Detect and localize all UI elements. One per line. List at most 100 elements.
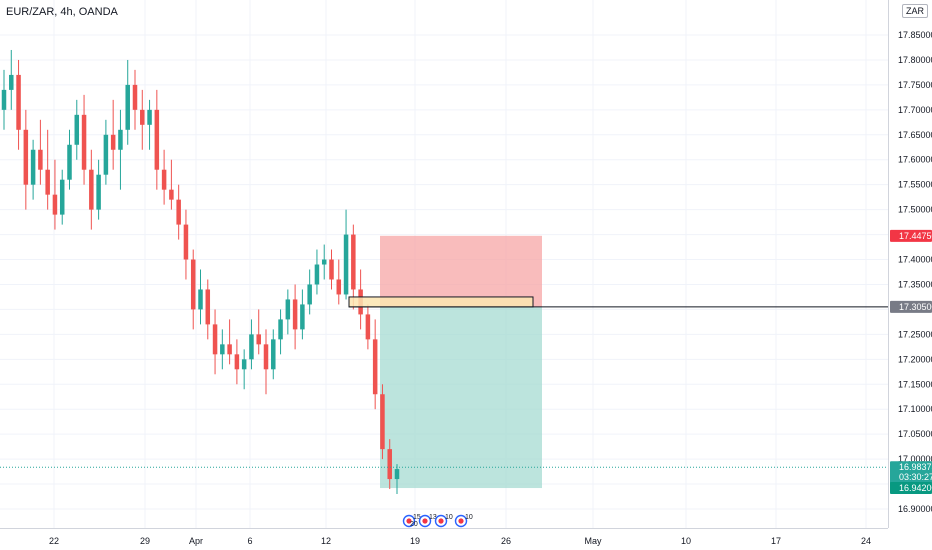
candle-body [394, 469, 400, 480]
candle-body [256, 334, 261, 345]
candle-body [125, 84, 130, 130]
candle-body [307, 284, 312, 305]
y-tick-label: 17.25000 [898, 329, 932, 339]
candle-body [38, 149, 43, 170]
candle-body [227, 344, 232, 355]
y-tick-label: 16.90000 [898, 504, 932, 514]
y-tick-label: 17.15000 [898, 379, 932, 389]
target-price-badge-background [890, 482, 932, 495]
candle-body [45, 169, 50, 195]
currency-button[interactable]: ZAR [902, 4, 928, 18]
time-axis[interactable]: 22 29 Apr 6 12 19 26 May 10 17 24 [49, 536, 871, 546]
y-tick-label: 17.70000 [898, 105, 932, 115]
candle-body [263, 344, 269, 370]
event-flag-dot [422, 518, 428, 524]
x-tick-label: 17 [771, 536, 781, 546]
candle-body [380, 394, 385, 450]
candle-body [300, 304, 305, 330]
candle-body [74, 114, 80, 145]
candle-body [52, 194, 58, 215]
candle-body [285, 299, 291, 320]
candle-body [271, 339, 276, 370]
price-axis[interactable]: 17.85000 17.80000 17.75000 17.70000 17.65000… [898, 30, 932, 514]
candle-body [176, 199, 181, 225]
candle-body [161, 169, 167, 190]
event-flag-dot [438, 518, 444, 524]
event-flag-dot [458, 518, 464, 524]
event-marker[interactable]: 13 [418, 514, 437, 528]
position-zones[interactable] [380, 235, 542, 489]
candle-body [96, 174, 101, 210]
candle-body [198, 289, 203, 310]
x-tick-label: Apr [189, 536, 203, 546]
x-tick-label: 10 [681, 536, 691, 546]
candle-body [343, 234, 349, 295]
candle-body [212, 324, 218, 355]
countdown-label: 03:30:27 [899, 472, 932, 482]
candle-body [103, 134, 109, 175]
candle-body [278, 319, 283, 340]
candle-body [118, 129, 123, 150]
candle-body [9, 74, 14, 90]
x-tick-label: 6 [247, 536, 252, 546]
event-flag-dot [406, 518, 412, 524]
event-count-label: 10 [445, 514, 453, 521]
y-tick-label: 17.55000 [898, 180, 932, 190]
candle-body [372, 339, 378, 395]
event-marker[interactable]: 10 [454, 514, 473, 528]
x-tick-label: 26 [501, 536, 511, 546]
y-tick-label: 17.05000 [898, 429, 932, 439]
x-tick-label: May [584, 536, 602, 546]
x-tick-label: 19 [410, 536, 420, 546]
candle-body [234, 354, 240, 370]
y-tick-label: 17.50000 [898, 205, 932, 215]
candle-body [314, 264, 320, 285]
candle-body [365, 314, 371, 340]
event-count-label: 13 [429, 514, 437, 521]
y-tick-label: 17.80000 [898, 55, 932, 65]
entry-price-badge: 17.30500 [899, 302, 932, 312]
candle-body [220, 344, 225, 355]
event-count-label: 15 [413, 514, 421, 521]
event-marker[interactable]: 10 [434, 514, 453, 528]
overlays [0, 296, 888, 468]
y-tick-label: 17.35000 [898, 279, 932, 289]
candle-body [140, 109, 145, 125]
candle-body [241, 359, 247, 370]
candle-body [154, 109, 160, 170]
candle-body [336, 279, 342, 295]
candle-body [23, 129, 29, 185]
y-tick-label: 17.10000 [898, 404, 932, 414]
candle-body [249, 334, 254, 360]
stop-price-badge-background [890, 229, 932, 242]
y-tick-label: 17.65000 [898, 130, 932, 140]
last-price-badge-background [890, 461, 932, 488]
candle-body [169, 189, 174, 200]
candle-body [81, 114, 87, 170]
candle-body [205, 289, 211, 325]
target-price-badge: 16.94200 [899, 483, 932, 493]
y-tick-label: 17.60000 [898, 155, 932, 165]
event-count-label: 10 [465, 514, 473, 521]
candle-body [147, 109, 152, 125]
take-profit-zone[interactable] [380, 306, 542, 489]
candle-body [190, 259, 196, 310]
stop-price-badge: 17.44750 [899, 231, 932, 241]
event-tag-label: 20 [410, 521, 418, 528]
stop-loss-zone[interactable] [380, 235, 542, 307]
y-tick-label: 17.00000 [898, 454, 932, 464]
candle-body [89, 169, 94, 210]
x-tick-label: 22 [49, 536, 59, 546]
candle-body [321, 259, 327, 265]
y-tick-label: 17.75000 [898, 80, 932, 90]
candle-body [16, 74, 21, 130]
candle-body [351, 234, 356, 290]
candle-body [387, 449, 392, 480]
candle-body [292, 299, 298, 330]
chart-title: EUR/ZAR, 4h, OANDA [6, 6, 118, 18]
y-tick-label: 17.20000 [898, 354, 932, 364]
